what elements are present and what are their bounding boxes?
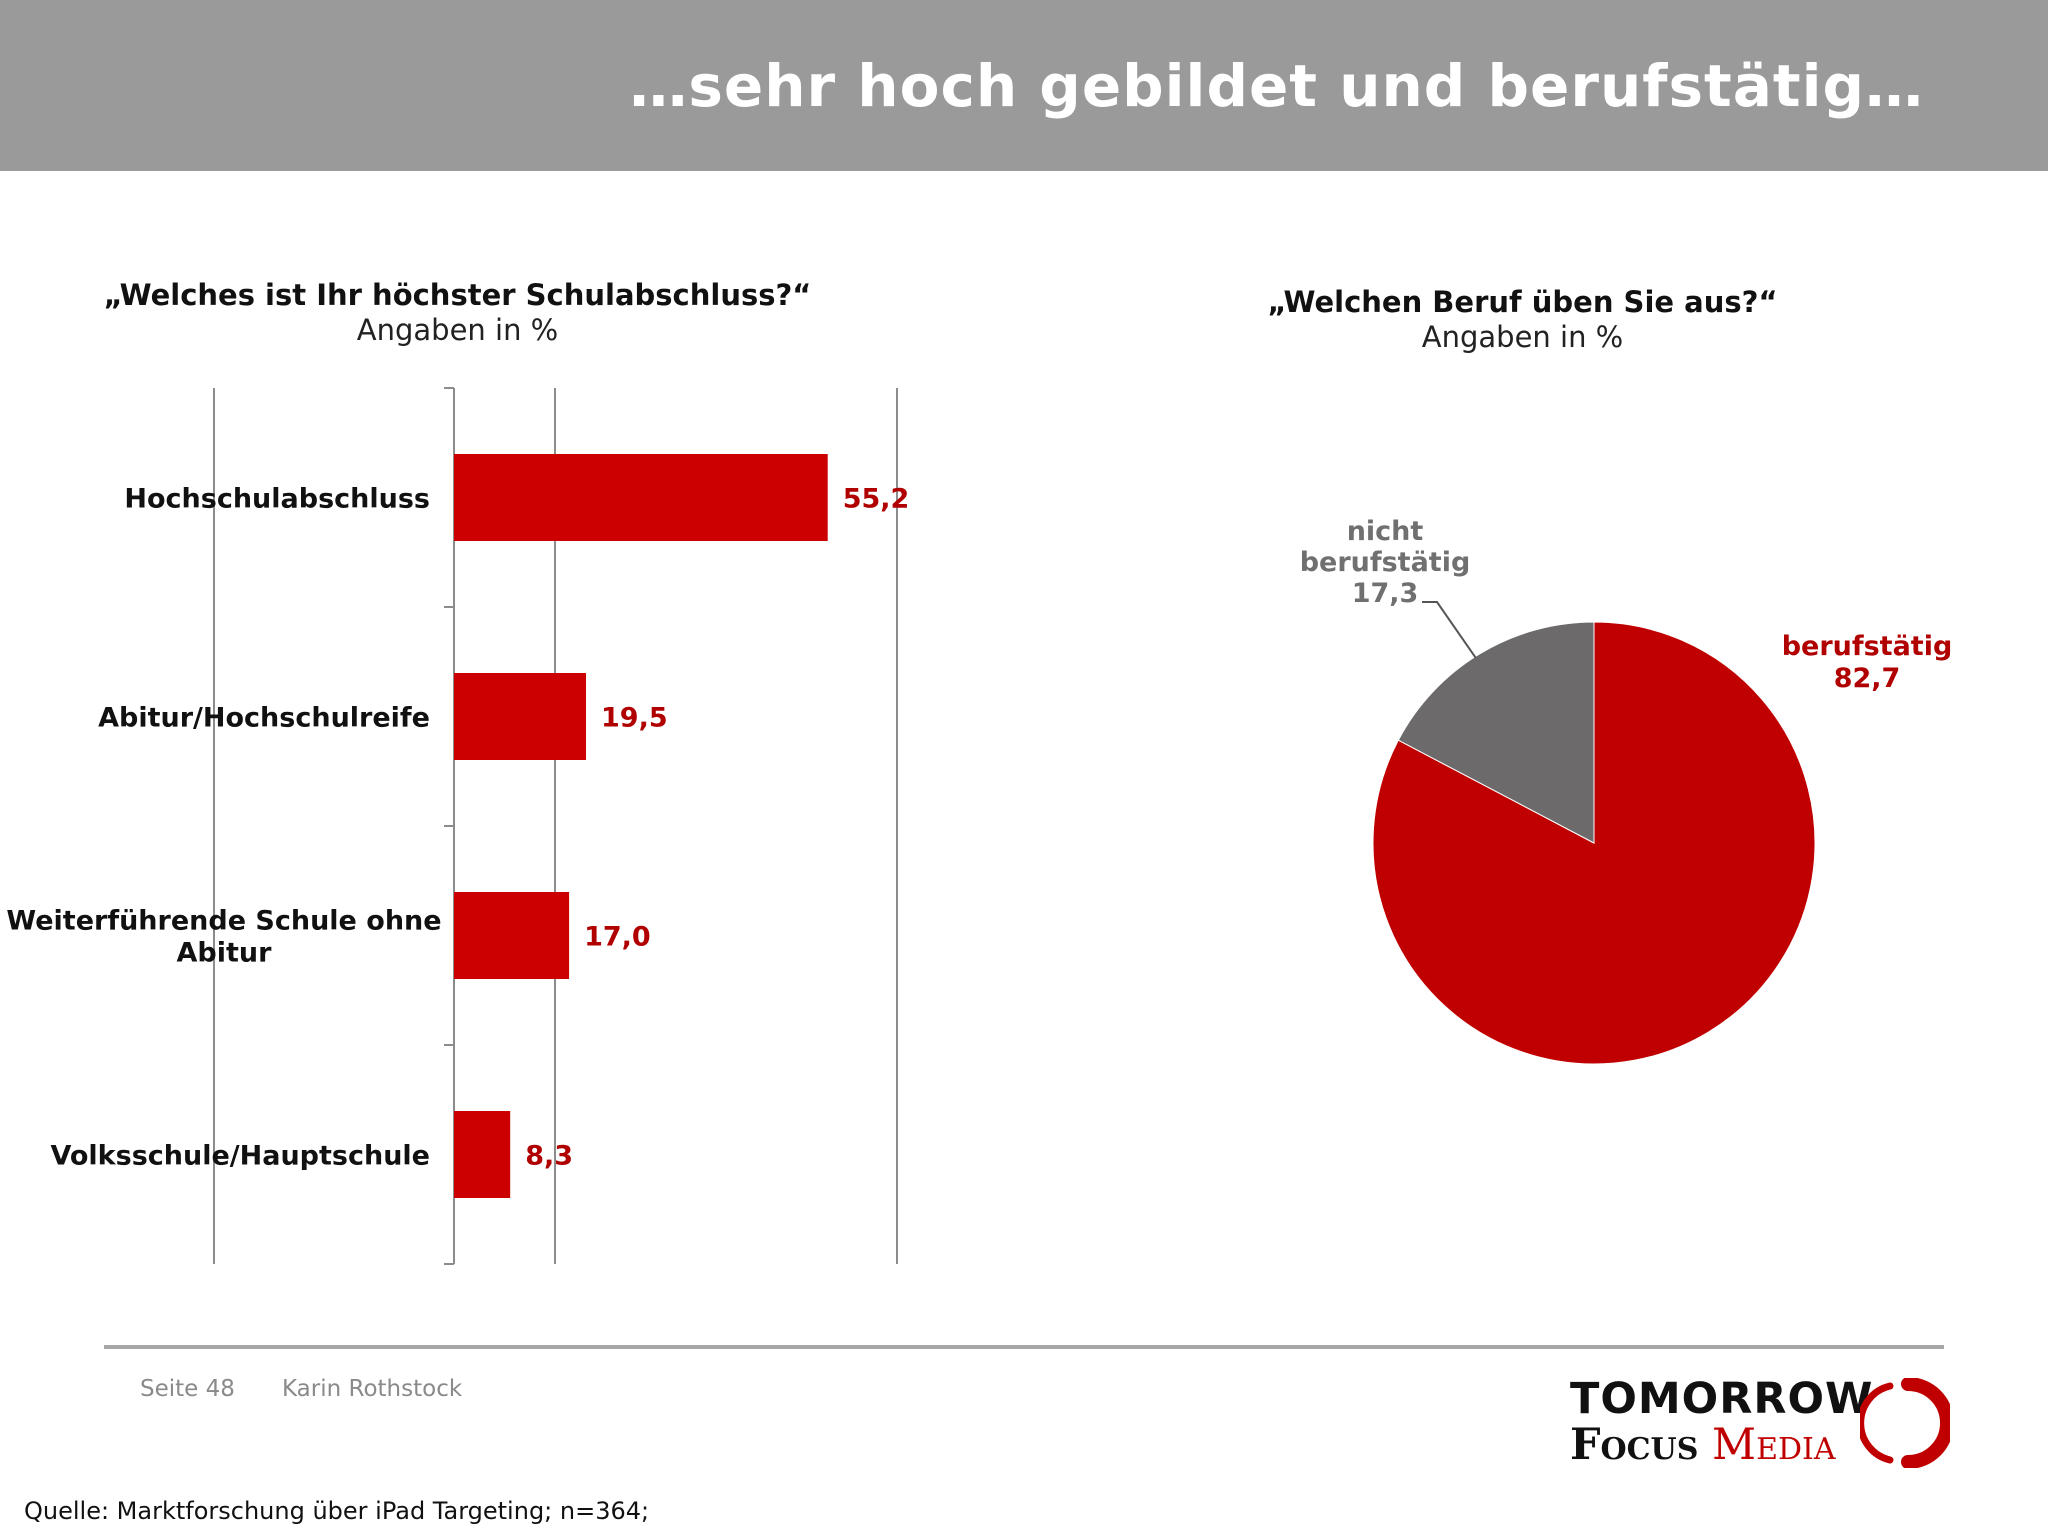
source-note: Quelle: Marktforschung über iPad Targeti… bbox=[24, 1497, 650, 1525]
logo-text-tomorrow: TOMORROW bbox=[1570, 1374, 1874, 1424]
header-bar: …sehr hoch gebildet und berufstätig… bbox=[0, 0, 2048, 171]
bar-3 bbox=[454, 892, 570, 979]
page-title: …sehr hoch gebildet und berufstätig… bbox=[629, 52, 1924, 120]
category-label-1: Hochschulabschluss bbox=[124, 484, 430, 515]
bar-2 bbox=[454, 673, 587, 760]
bar-value-label-3: 17,0 bbox=[584, 922, 651, 953]
bar-value-label-1: 55,2 bbox=[843, 484, 910, 515]
pie-chart-subtitle: Angaben in % bbox=[1421, 320, 1624, 354]
logo-ring-icon bbox=[1860, 1378, 1950, 1468]
category-label-2: Abitur/Hochschulreife bbox=[98, 703, 430, 734]
bar-1 bbox=[454, 454, 828, 541]
pie-label-2: nicht berufstätig bbox=[1300, 516, 1471, 578]
pie-chart-title: „Welchen Beruf üben Sie aus?“ bbox=[1267, 285, 1778, 319]
pie-label-1: berufstätig bbox=[1782, 631, 1953, 662]
bar-4 bbox=[454, 1111, 511, 1198]
bar-chart: 55,2 Hochschulabschluss 19,5 Abitur/Hochsch… bbox=[6, 387, 910, 1265]
bar-chart-subtitle: Angaben in % bbox=[356, 313, 559, 347]
bar-chart-title: „Welches ist Ihr höchster Schulabschluss… bbox=[103, 278, 812, 312]
bar-value-label-4: 8,3 bbox=[525, 1141, 573, 1172]
pie-value-label-1: 82,7 bbox=[1834, 663, 1901, 694]
footer-divider bbox=[104, 1345, 1944, 1349]
category-label-4: Volksschule/Hauptschule bbox=[50, 1141, 430, 1172]
logo-text-focus: Focus bbox=[1570, 1420, 1699, 1470]
pie-value-label-2: 17,3 bbox=[1352, 578, 1419, 609]
page-number: Seite 48 bbox=[140, 1376, 235, 1402]
logo-text-media: Media bbox=[1712, 1420, 1836, 1470]
author-name: Karin Rothstock bbox=[282, 1376, 463, 1402]
category-label-3: Weiterführende Schule ohne Abitur bbox=[6, 906, 441, 969]
pie-slice-2 bbox=[1397, 621, 1595, 844]
logo-text-focus-media: Focus Media bbox=[1570, 1420, 1836, 1470]
bar-value-label-2: 19,5 bbox=[601, 703, 668, 734]
pie-leader-line bbox=[1422, 601, 1477, 659]
